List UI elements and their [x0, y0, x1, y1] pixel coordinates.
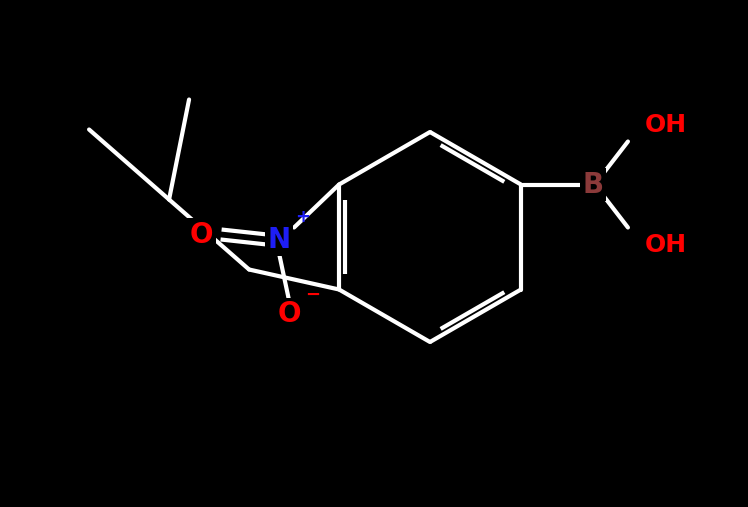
Text: OH: OH [645, 113, 687, 136]
Text: N: N [268, 226, 291, 254]
Text: −: − [305, 285, 320, 304]
Text: OH: OH [645, 233, 687, 257]
Text: B: B [583, 170, 604, 199]
Text: O: O [189, 221, 213, 248]
Text: O: O [278, 301, 301, 329]
Text: +: + [295, 207, 310, 226]
